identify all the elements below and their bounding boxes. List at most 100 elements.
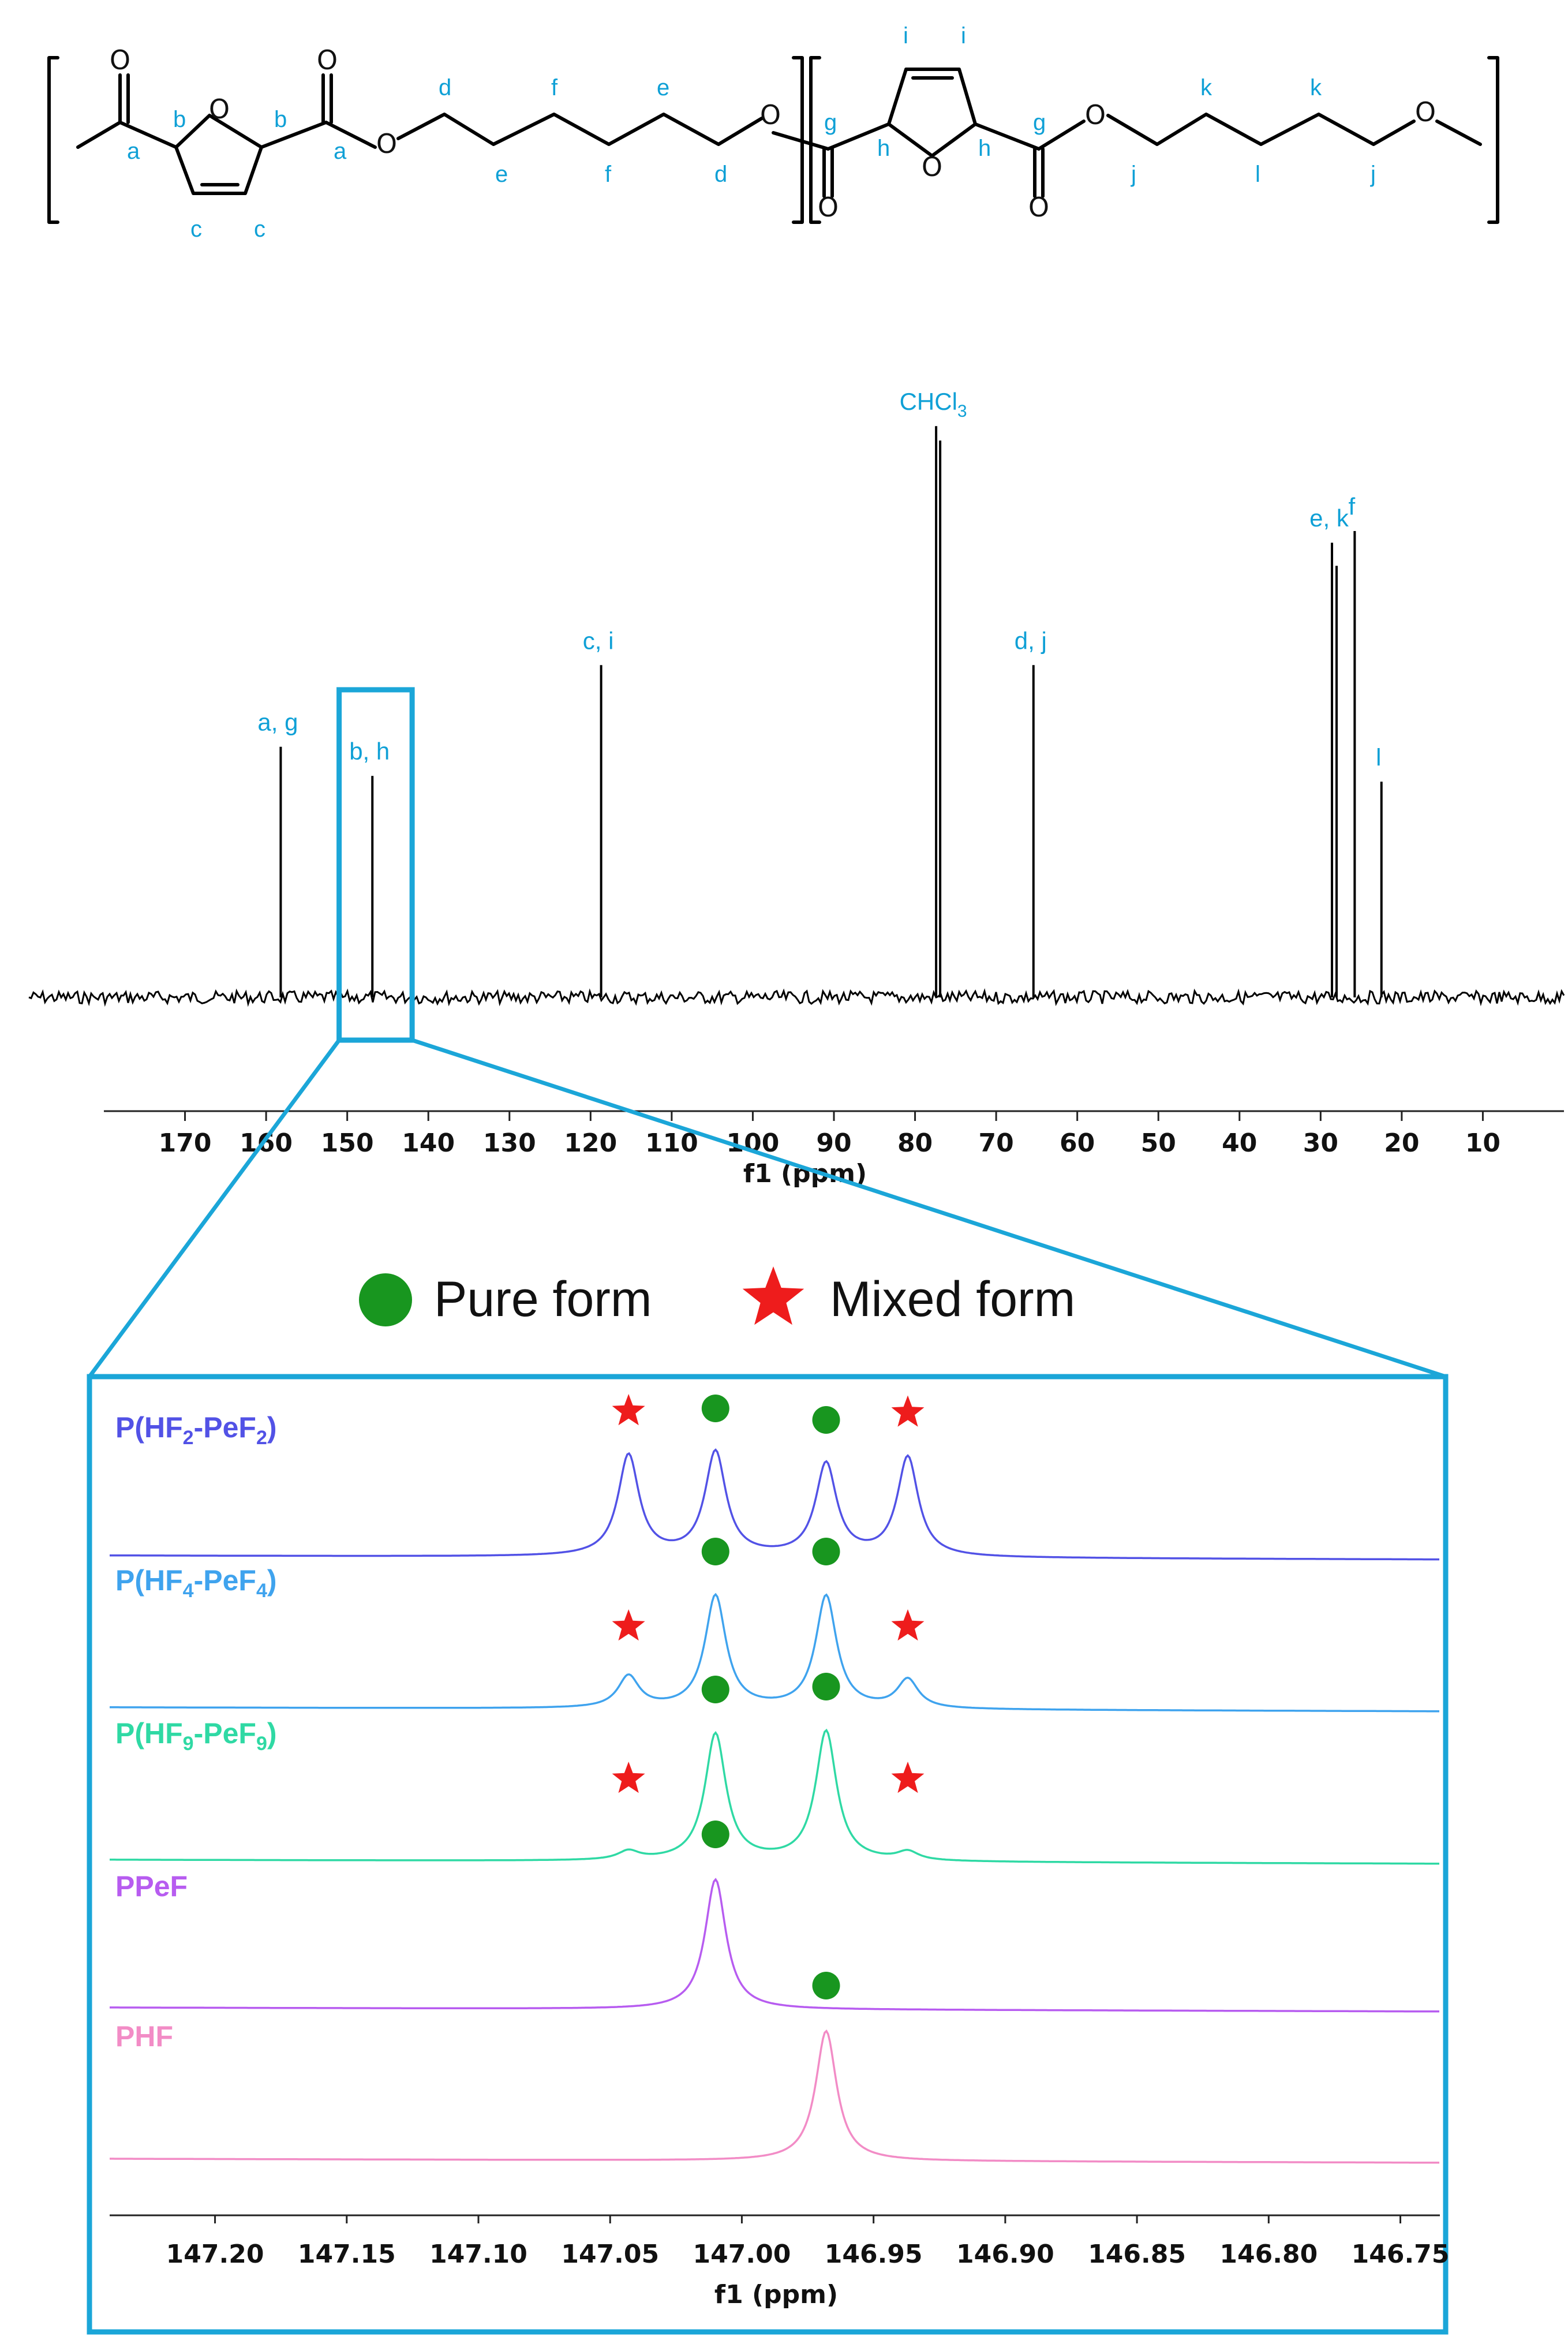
peak-label: e, k (1309, 504, 1349, 532)
bond-carbonyl-a1 (118, 73, 130, 124)
atom-label-i: i (961, 23, 966, 48)
atom-label-b: b (173, 107, 186, 132)
legend: Pure form Mixed form (359, 1266, 1075, 1327)
bracket-right-2 (1487, 56, 1499, 224)
atom-label-a: a (334, 139, 347, 164)
bond-g1-ring (826, 122, 890, 151)
bond-carbonyl-g2 (1033, 147, 1045, 198)
bond-methyl (76, 121, 122, 149)
pure-form-marker (812, 1538, 840, 1565)
peak-label: f (1349, 493, 1356, 520)
atom-labels: a b b a c c d e f f e d g h i i h g j k … (127, 23, 1376, 242)
oxygen-atom: O (317, 44, 338, 76)
chain-2 (1106, 113, 1416, 146)
x-tick-label: 80 (897, 1128, 933, 1158)
bond-ester-g1 (772, 131, 830, 151)
oxygen-atom: O (1028, 192, 1049, 223)
peak-label: CHCl3 (900, 388, 967, 421)
atom-label-d: d (714, 162, 727, 187)
series-line (110, 1878, 1439, 2013)
peak-label: d, j (1015, 627, 1047, 654)
atom-label-g: g (1033, 110, 1046, 135)
legend-mixed-marker (742, 1266, 804, 1325)
zoom-markers (612, 1394, 925, 1999)
x-tick-label: 110 (645, 1128, 698, 1158)
mixed-form-marker (891, 1609, 925, 1641)
legend-pure-marker (359, 1273, 412, 1326)
pure-form-marker (701, 1538, 729, 1565)
zoom-box (336, 687, 415, 1043)
peak-label: l (1376, 743, 1381, 771)
series-line (110, 1448, 1439, 1561)
atom-label-f: f (551, 75, 558, 100)
zoom-x-ticks: 147.20 147.15 147.10 147.05 147.00 146.95 146.… (166, 2215, 1450, 2269)
x-tick-label: 20 (1384, 1128, 1419, 1158)
zoom-panel-frame (87, 1374, 1449, 2335)
main-peaks (279, 426, 1383, 997)
oxygen-atom: O (922, 151, 942, 182)
bracket-left-2 (809, 56, 821, 224)
x-tick-label: 147.15 (298, 2240, 396, 2269)
zoom-x-axis-title: f1 (ppm) (714, 2280, 838, 2309)
x-tick-label: 30 (1303, 1128, 1338, 1158)
x-tick-label: 146.85 (1088, 2240, 1186, 2269)
x-tick-label: 147.10 (429, 2240, 527, 2269)
peak-label: c, i (583, 627, 614, 654)
pure-form-marker (812, 1972, 840, 1999)
atom-label-b: b (274, 107, 287, 132)
structure-labels: O O O O O O O O O O (110, 44, 1436, 223)
oxygen-atom: O (1415, 96, 1436, 128)
peak-label: a, g (257, 709, 298, 736)
atom-label-e: e (495, 162, 508, 187)
peak-label: b, h (349, 738, 390, 765)
atom-label-h: h (978, 136, 991, 161)
pure-form-marker (812, 1673, 840, 1700)
bond-methyl-end (1435, 119, 1482, 146)
mixed-form-marker (891, 1395, 925, 1427)
x-tick-label: 70 (978, 1128, 1013, 1158)
bond-carbonyl-g1 (822, 147, 834, 198)
x-tick-label: 130 (483, 1128, 536, 1158)
mixed-form-marker (612, 1394, 645, 1426)
chain-1 (396, 113, 764, 146)
bond-ring-g2 (974, 122, 1041, 151)
atom-label-e: e (657, 75, 669, 100)
x-tick-label: 170 (159, 1128, 212, 1158)
bond-carbonyl-a2 (321, 73, 333, 124)
x-tick-label: 140 (402, 1128, 455, 1158)
x-tick-label: 146.80 (1219, 2240, 1318, 2269)
atom-label-h: h (877, 136, 890, 161)
zoom-connector-left (88, 1038, 341, 1378)
bond-g2-ester (1037, 119, 1086, 151)
mixed-form-marker (612, 1762, 645, 1793)
pure-form-marker (812, 1406, 840, 1434)
zoom-connector-right (411, 1038, 1447, 1379)
main-x-ticks: 170 160 150 140 130 120 110 100 90 80 70 60 50 40 30 20… (159, 1111, 1500, 1158)
x-tick-label: 146.75 (1352, 2240, 1450, 2269)
furan-ring-2 (887, 68, 977, 158)
x-tick-label: 120 (564, 1128, 617, 1158)
x-tick-label: 90 (816, 1128, 851, 1158)
atom-label-k: k (1310, 75, 1322, 100)
oxygen-atom: O (376, 128, 397, 159)
x-tick-label: 160 (239, 1128, 293, 1158)
x-tick-label: 60 (1060, 1128, 1095, 1158)
bond-a1-ring (118, 121, 178, 149)
x-tick-label: 40 (1222, 1128, 1257, 1158)
mixed-form-marker (891, 1762, 925, 1793)
polymer-structure (47, 56, 1499, 224)
atom-label-d: d (439, 75, 451, 100)
oxygen-atom: O (110, 44, 130, 76)
atom-label-k: k (1200, 75, 1213, 100)
atom-label-j: j (1131, 162, 1136, 187)
series-label: P(HF2-PeF2) (115, 1411, 277, 1449)
oxygen-atom: O (818, 192, 839, 223)
oxygen-atom: O (1085, 99, 1106, 130)
main-spectrum: a, g b, h c, i CHCl3 d, j e, k f l 170 160 150 140… (28, 388, 1565, 1188)
zoom-series (110, 1448, 1439, 2164)
x-tick-label: 150 (321, 1128, 374, 1158)
x-tick-label: 10 (1465, 1128, 1500, 1158)
main-baseline (28, 988, 1565, 1007)
atom-label-f: f (605, 162, 612, 187)
